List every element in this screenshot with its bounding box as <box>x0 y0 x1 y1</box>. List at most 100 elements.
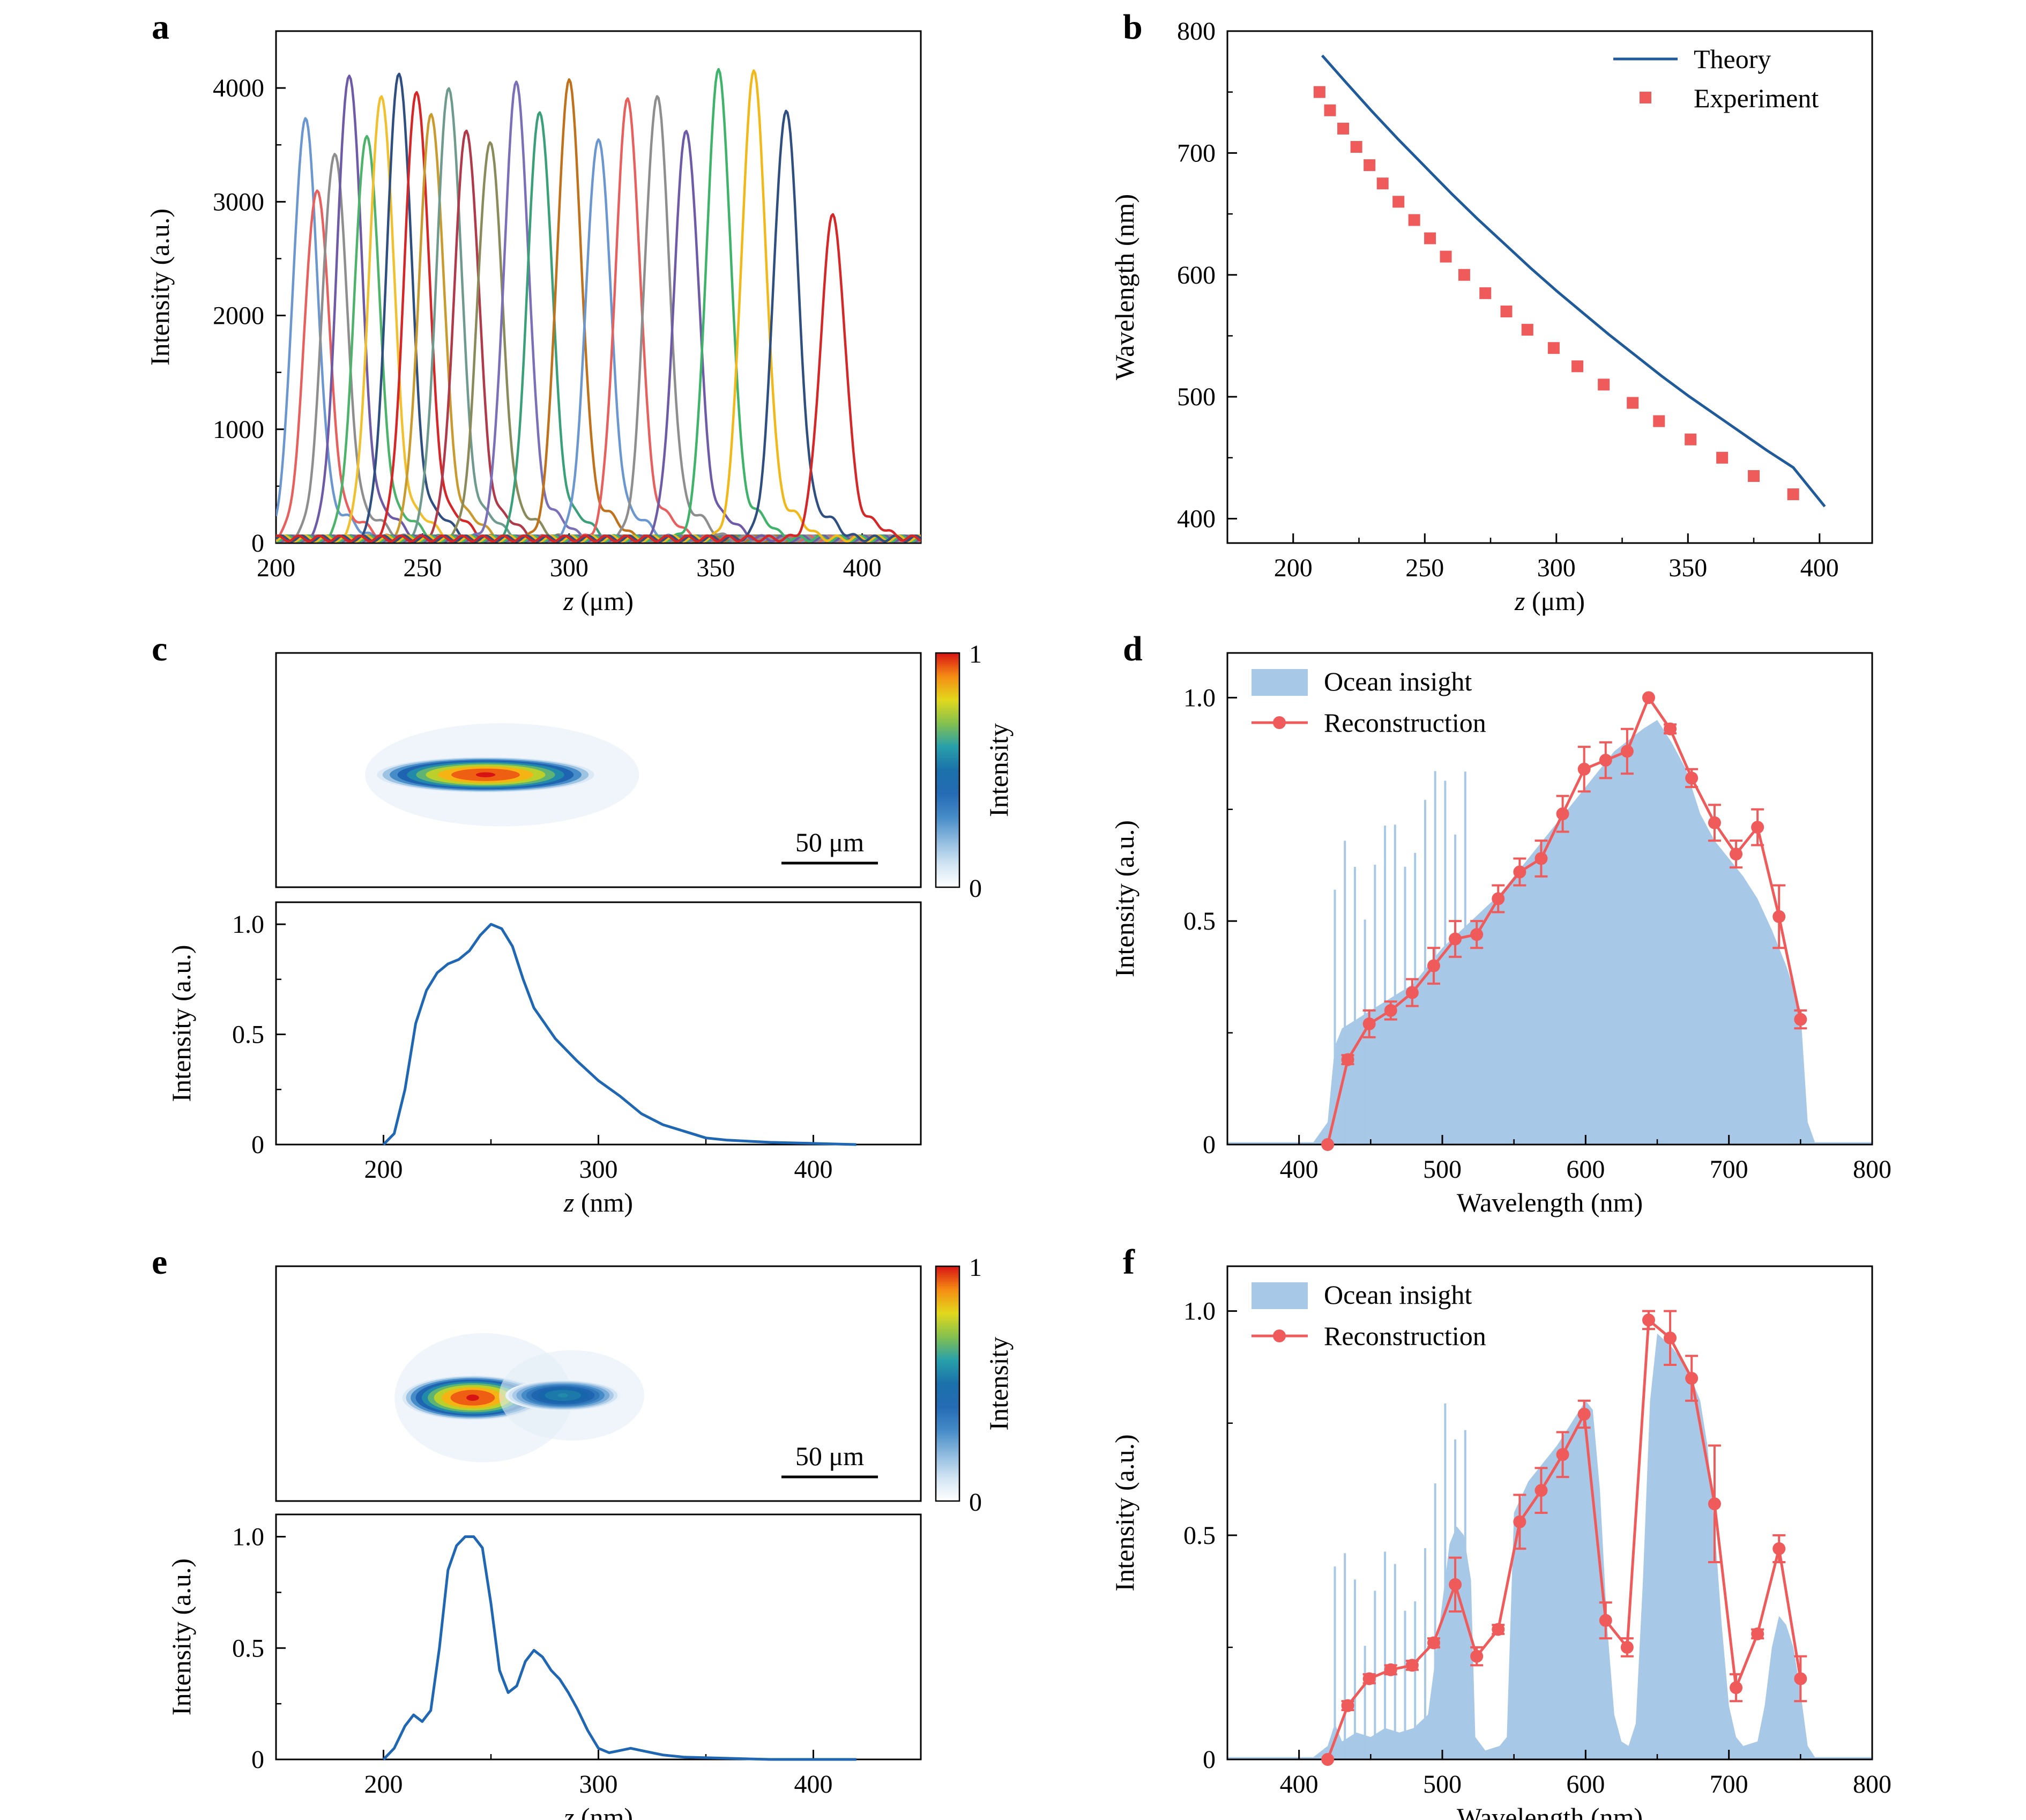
reconstruction-point <box>1685 1372 1699 1385</box>
colorbar-max-label: 1 <box>969 640 982 668</box>
reconstruction-point <box>1492 1623 1505 1636</box>
x-tick-label: 400 <box>1280 1155 1319 1184</box>
intensity-contour <box>466 1394 479 1401</box>
y-tick-label: 500 <box>1177 383 1216 411</box>
y-tick-label: 0.5 <box>232 1021 264 1049</box>
reconstruction-point <box>1642 691 1655 704</box>
spectrum-line <box>276 91 921 543</box>
y-tick-label: 1000 <box>213 415 264 444</box>
x-tick-label: 250 <box>1405 554 1444 582</box>
experiment-point <box>1627 397 1639 409</box>
y-tick-label: 600 <box>1177 261 1216 289</box>
x-axis-label: z (μm) <box>1514 586 1585 616</box>
reconstruction-point <box>1599 754 1612 767</box>
colorbar-min-label: 0 <box>969 874 982 903</box>
x-tick-label: 700 <box>1710 1155 1748 1184</box>
reconstruction-point <box>1599 1614 1612 1627</box>
reconstruction-point <box>1427 1636 1440 1650</box>
panel-b: 200 250 300 350 400 400 500 600 700 800 z (μm) Wave… <box>1109 17 1873 616</box>
x-tick-label: 500 <box>1423 1155 1462 1184</box>
reconstruction-point <box>1384 1004 1397 1017</box>
x-axis-label: Wavelength (nm) <box>1457 1802 1643 1820</box>
x-axis-label: Wavelength (nm) <box>1457 1187 1643 1217</box>
legend-ocean-label: Ocean insight <box>1324 666 1472 696</box>
colorbar-max-label: 1 <box>969 1253 982 1282</box>
ocean-insight-area <box>1227 720 1872 1145</box>
x-tick-label: 600 <box>1566 1770 1605 1799</box>
x-tick-label: 300 <box>579 1770 618 1799</box>
reconstruction-point <box>1577 762 1591 776</box>
experiment-point <box>1571 360 1584 373</box>
reconstruction-point <box>1620 745 1634 758</box>
ocean-insight-area <box>1227 1333 1872 1759</box>
x-tick-label: 400 <box>794 1155 833 1184</box>
panel-f: 400 500 600 700 800 0 0.5 1.0 Wavelength (nm) Int… <box>1109 1265 1891 1820</box>
x-axis-label-var: z <box>563 1187 574 1217</box>
experiment-point <box>1313 86 1325 98</box>
panel-e-image: 50 μm 1 0 Intensity <box>275 1253 1014 1517</box>
panel-label-f: f <box>1123 1243 1135 1282</box>
x-tick-label: 600 <box>1566 1155 1605 1184</box>
legend-reconstruction-label: Reconstruction <box>1324 1321 1486 1351</box>
reconstruction-point <box>1513 1515 1526 1528</box>
experiment-point <box>1500 305 1513 317</box>
reconstruction-point <box>1664 722 1677 736</box>
y-tick-label: 0 <box>251 1745 264 1774</box>
reconstruction-point <box>1730 848 1743 861</box>
experiment-point <box>1685 433 1697 445</box>
reconstruction-point <box>1708 1497 1721 1511</box>
y-tick-label: 0 <box>251 1131 264 1159</box>
x-tick-label: 300 <box>1537 554 1576 582</box>
experiment-point <box>1787 488 1799 501</box>
x-axis-label: z (nm) <box>563 1802 633 1820</box>
y-tick-label: 400 <box>1177 505 1216 533</box>
colorbar-label: Intensity <box>984 1337 1014 1431</box>
image-frame <box>275 1265 922 1502</box>
reconstruction-point <box>1449 1578 1462 1591</box>
experiment-point <box>1424 232 1436 244</box>
y-tick-label: 0.5 <box>232 1634 264 1662</box>
x-tick-label: 700 <box>1710 1770 1748 1799</box>
spectrum-line <box>276 213 921 543</box>
profile-line <box>382 1535 856 1761</box>
plot-frame <box>275 901 922 1146</box>
experiment-point <box>1653 415 1665 427</box>
experiment-point <box>1392 196 1405 208</box>
y-axis-label: Wavelength (nm) <box>1109 194 1139 380</box>
x-tick-label: 200 <box>364 1770 403 1799</box>
panel-label-b: b <box>1123 8 1143 47</box>
x-tick-label: 350 <box>1669 554 1707 582</box>
x-axis-label-unit: (nm) <box>574 1187 633 1217</box>
intensity-contour <box>557 1393 569 1398</box>
reconstruction-point <box>1794 1672 1807 1685</box>
plot-frame <box>1226 30 1873 544</box>
y-tick-label: 0 <box>1203 1131 1216 1159</box>
reconstruction-point <box>1470 1650 1484 1663</box>
legend-reconstruction-marker <box>1273 716 1286 729</box>
reconstruction-point <box>1556 807 1569 821</box>
panel-c-image: 50 μm 1 0 Intensity <box>275 640 1014 903</box>
x-axis-label-unit: (μm) <box>1525 586 1585 616</box>
reconstruction-point <box>1730 1681 1743 1695</box>
experiment-point <box>1324 104 1336 116</box>
reconstruction-point <box>1405 986 1419 999</box>
y-tick-label: 0.5 <box>1183 1521 1216 1550</box>
experiment-point <box>1458 269 1470 281</box>
reconstruction-point <box>1362 1017 1376 1030</box>
reconstruction-point <box>1341 1699 1354 1712</box>
experiment-point <box>1598 378 1610 391</box>
x-tick-label: 800 <box>1853 1155 1891 1184</box>
experiment-point <box>1440 250 1452 263</box>
experiment-point <box>1547 342 1560 354</box>
x-axis-label: z (μm) <box>563 586 634 616</box>
reconstruction-point <box>1535 1484 1548 1497</box>
x-axis-label: z (nm) <box>563 1187 633 1217</box>
reconstruction-point <box>1321 1753 1335 1766</box>
y-tick-label: 0 <box>251 529 264 558</box>
y-tick-label: 1.0 <box>1183 684 1216 712</box>
reconstruction-point <box>1362 1672 1376 1685</box>
x-axis-label-var: z <box>1514 586 1525 616</box>
x-tick-label: 200 <box>1274 554 1313 582</box>
